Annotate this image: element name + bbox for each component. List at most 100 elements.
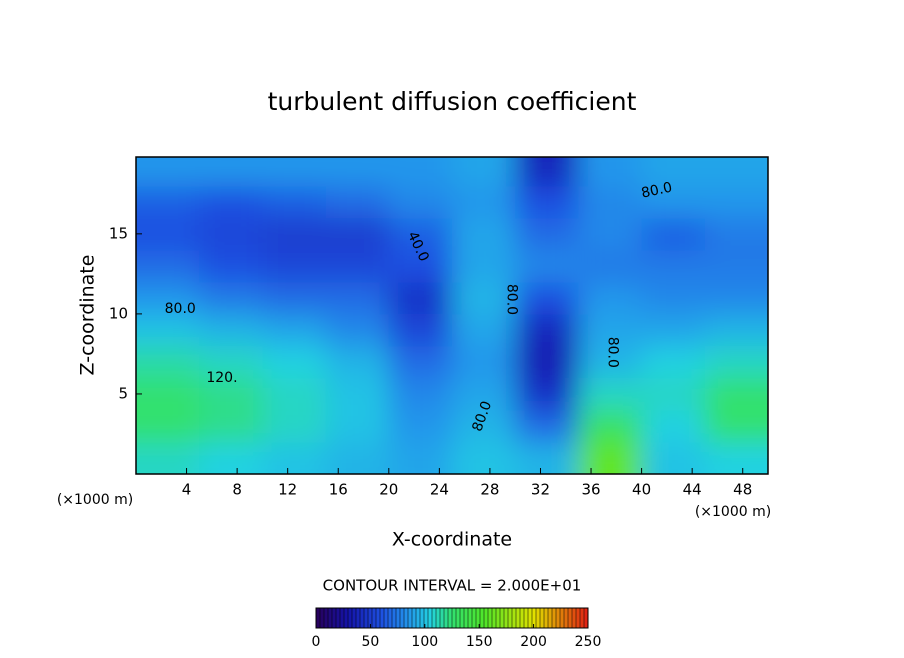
colorbar-swatch <box>476 608 481 628</box>
cell <box>515 217 579 251</box>
cell <box>578 345 643 379</box>
cell <box>388 157 453 187</box>
colorbar-tick-label: 250 <box>575 634 602 650</box>
cell <box>325 249 390 283</box>
colorbar-swatch <box>504 608 509 628</box>
cell <box>641 281 706 315</box>
colorbar-swatch <box>572 608 577 628</box>
x-tick-label: 4 <box>182 481 192 499</box>
colorbar-swatch <box>396 608 401 628</box>
cell <box>578 313 643 347</box>
cell <box>704 313 768 347</box>
cell <box>704 345 768 379</box>
cell <box>641 217 706 251</box>
cell <box>388 313 453 347</box>
colorbar-swatch <box>412 608 417 628</box>
x-tick-label: 36 <box>581 481 600 499</box>
cell <box>388 345 453 379</box>
cell <box>325 441 390 474</box>
x-tick-label: 32 <box>531 481 550 499</box>
colorbar-swatch <box>360 608 365 628</box>
cell <box>388 409 453 443</box>
cell <box>641 345 706 379</box>
colorbar-swatch <box>524 608 529 628</box>
colorbar-swatch <box>508 608 513 628</box>
x-tick-label: 12 <box>278 481 297 499</box>
cell <box>136 249 200 283</box>
cell <box>136 313 200 347</box>
colorbar-tick-label: 200 <box>520 634 547 650</box>
cell <box>388 441 453 474</box>
cell <box>515 409 579 443</box>
cell <box>262 217 327 251</box>
cell <box>136 157 200 187</box>
cell <box>515 441 579 474</box>
colorbar-swatch <box>400 608 405 628</box>
colorbar-swatch <box>528 608 533 628</box>
cell <box>452 281 516 315</box>
colorbar-swatch <box>532 608 537 628</box>
cell <box>262 409 327 443</box>
cells <box>136 157 768 474</box>
colorbar-swatch <box>404 608 409 628</box>
cell <box>641 185 706 219</box>
colorbar-swatch <box>444 608 449 628</box>
y-tick-label: 5 <box>118 384 128 402</box>
cell <box>515 281 579 315</box>
colorbar-swatch <box>520 608 525 628</box>
cell <box>262 441 327 474</box>
field <box>136 157 768 474</box>
cell <box>325 281 390 315</box>
cell <box>515 313 579 347</box>
cell <box>388 217 453 251</box>
x-unit: (×1000 m) <box>695 504 771 520</box>
cell <box>325 217 390 251</box>
colorbar-swatch <box>384 608 389 628</box>
colorbar-swatch <box>424 608 429 628</box>
colorbar-swatch <box>356 608 361 628</box>
cell <box>704 409 768 443</box>
colorbar-swatch <box>368 608 373 628</box>
cell <box>262 313 327 347</box>
x-tick-label: 24 <box>430 481 449 499</box>
colorbar-swatch <box>584 608 589 628</box>
cell <box>452 249 516 283</box>
cell <box>452 185 516 219</box>
cell <box>136 441 200 474</box>
colorbar-swatch <box>352 608 357 628</box>
colorbar-swatch <box>560 608 565 628</box>
cell <box>515 377 579 411</box>
colorbar-swatch <box>468 608 473 628</box>
y-unit: (×1000 m) <box>57 492 133 508</box>
cell <box>452 377 516 411</box>
colorbar-swatch <box>432 608 437 628</box>
cell <box>578 249 643 283</box>
cell <box>452 157 516 187</box>
colorbar-swatch <box>568 608 573 628</box>
colorbar-swatch <box>540 608 545 628</box>
colorbar-swatch <box>324 608 329 628</box>
colorbar-swatch <box>488 608 493 628</box>
cell <box>515 345 579 379</box>
cell <box>704 441 768 474</box>
colorbar-swatch <box>536 608 541 628</box>
cell <box>262 281 327 315</box>
cell <box>704 281 768 315</box>
cell <box>704 377 768 411</box>
colorbar-swatch <box>448 608 453 628</box>
cell <box>704 217 768 251</box>
cell <box>515 185 579 219</box>
cell <box>262 249 327 283</box>
x-tick-label: 16 <box>329 481 348 499</box>
colorbar-swatch <box>440 608 445 628</box>
cell <box>578 157 643 187</box>
colorbar-swatch <box>544 608 549 628</box>
colorbar-swatch <box>552 608 557 628</box>
cell <box>325 157 390 187</box>
chart-title: turbulent diffusion coefficient <box>268 87 637 116</box>
cell <box>136 281 200 315</box>
cell <box>136 185 200 219</box>
cell <box>136 345 200 379</box>
cell <box>452 313 516 347</box>
y-axis-label: Z-coordinate <box>77 255 99 376</box>
